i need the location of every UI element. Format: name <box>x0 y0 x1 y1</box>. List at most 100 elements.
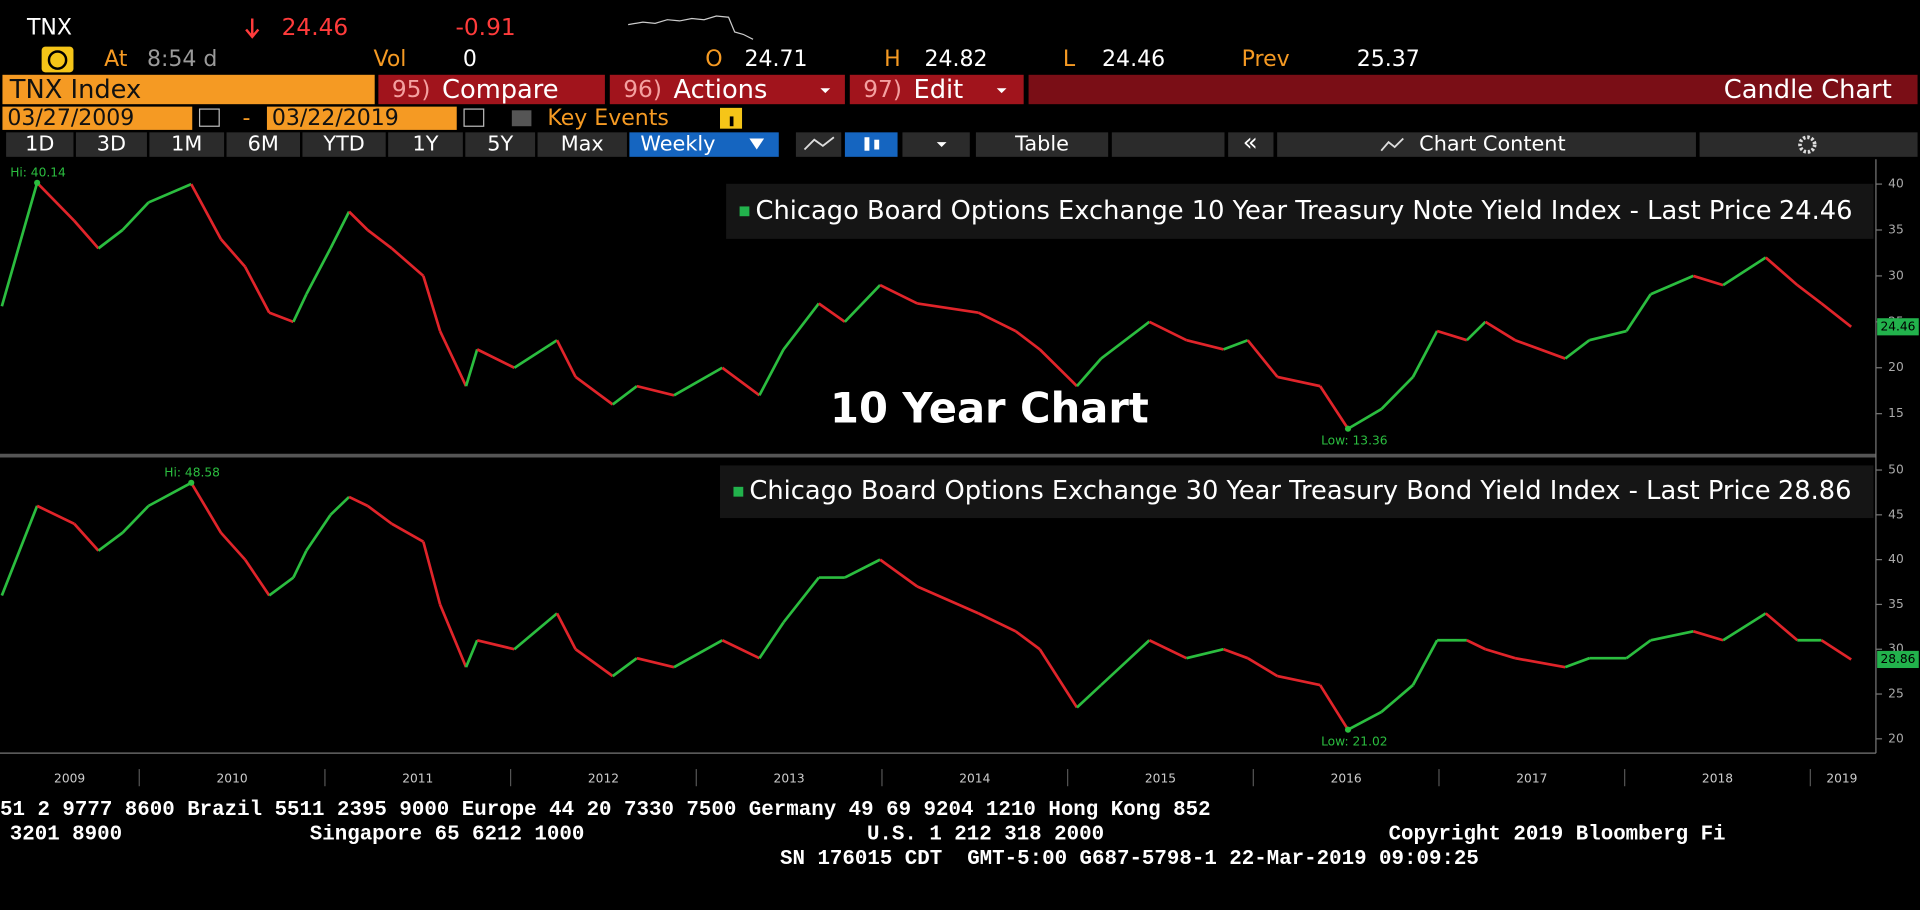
candle <box>268 576 295 597</box>
security-box[interactable] <box>2 74 375 105</box>
high-label: H <box>884 47 901 72</box>
candle <box>1485 647 1516 660</box>
x-tick-label: 2017 <box>1516 771 1547 785</box>
candle <box>219 531 247 561</box>
end-date: 03/22/2019 <box>272 106 399 131</box>
candle <box>1347 407 1383 430</box>
candle <box>721 366 761 397</box>
x-tick-label: 2011 <box>402 771 433 785</box>
gauge-icon[interactable] <box>41 46 74 73</box>
collapse: « <box>1243 127 1258 156</box>
ticker: TNX <box>26 15 72 40</box>
candle <box>513 339 558 369</box>
candle <box>1319 684 1350 731</box>
actions-button[interactable] <box>609 74 845 105</box>
footer-line: 3201 8900 <box>10 823 122 846</box>
style-dropdown[interactable] <box>902 132 970 157</box>
range-label: 3D <box>97 132 126 156</box>
compare-button[interactable] <box>378 74 605 105</box>
range-button[interactable] <box>6 132 74 157</box>
menu-label: Compare <box>442 75 559 105</box>
candle <box>422 541 442 605</box>
range-button[interactable] <box>149 132 225 157</box>
candle <box>148 182 192 204</box>
dropdown-caret <box>820 88 831 94</box>
menu-label: Actions <box>673 75 767 105</box>
candle <box>1038 648 1079 709</box>
line-style-button[interactable] <box>795 132 842 157</box>
range-label: 5Y <box>487 132 513 156</box>
candle <box>844 558 881 579</box>
candle <box>1564 339 1591 360</box>
y-tick-label: 50 <box>1888 463 1904 477</box>
candle <box>1075 357 1103 388</box>
range-button[interactable] <box>226 132 300 157</box>
key-events-checkbox[interactable] <box>511 110 532 127</box>
x-tick-label: 2012 <box>588 771 619 785</box>
open-label: O <box>705 47 722 72</box>
calendar-icon[interactable] <box>463 108 485 127</box>
candle <box>1148 320 1188 342</box>
last-price-tag-label: 24.46 <box>1880 319 1915 333</box>
time: 8:54 d <box>147 47 217 72</box>
candle <box>1411 639 1439 686</box>
start-date-box[interactable] <box>2 106 193 130</box>
candle <box>1223 647 1249 660</box>
collapse-button[interactable] <box>1228 132 1274 157</box>
menu-label: Edit <box>913 75 963 105</box>
edit-button[interactable] <box>849 74 1024 105</box>
candle <box>1277 375 1321 388</box>
candle <box>574 648 614 678</box>
gauge-dial <box>47 50 68 70</box>
candle <box>1650 274 1694 296</box>
candle <box>818 302 846 323</box>
vol-label: Vol <box>373 47 406 72</box>
y-tick-label: 20 <box>1888 360 1904 374</box>
low: 24.46 <box>1102 47 1165 72</box>
range-button[interactable] <box>537 132 627 157</box>
candle <box>464 639 479 668</box>
candle-style-button[interactable] <box>844 132 898 157</box>
range-button[interactable] <box>302 132 386 157</box>
candle <box>1589 329 1627 342</box>
candle <box>758 348 785 396</box>
y-tick-label: 45 <box>1888 507 1904 521</box>
candle <box>1465 320 1487 342</box>
candle <box>1466 639 1486 651</box>
end-date-box[interactable] <box>266 106 457 130</box>
security: TNX Index <box>9 75 141 105</box>
candle <box>555 339 577 378</box>
range-label: 1D <box>25 132 54 156</box>
candle <box>1277 674 1321 687</box>
range-label: YTD <box>322 132 364 156</box>
candle <box>292 550 308 579</box>
x-tick-label: 2018 <box>1702 771 1733 785</box>
candle <box>1820 302 1853 328</box>
annotation: Hi: 40.14 <box>10 166 66 180</box>
overlay-title: 10 Year Chart <box>830 384 1149 433</box>
vol: 0 <box>463 47 477 72</box>
range-button[interactable] <box>465 132 536 157</box>
calendar-icon[interactable] <box>198 108 220 127</box>
menu-num: 97) <box>863 76 902 103</box>
candle <box>1380 375 1414 411</box>
candle <box>268 311 294 324</box>
prev: 25.37 <box>1357 47 1420 72</box>
candle <box>1764 256 1799 287</box>
last-price: 24.46 <box>282 14 349 41</box>
candle <box>636 384 675 397</box>
range-button[interactable] <box>75 132 147 157</box>
x-tick-label: 2010 <box>217 771 248 785</box>
candle <box>782 302 820 351</box>
chart-content-button[interactable] <box>1277 132 1696 157</box>
last-price-tag <box>1877 318 1919 336</box>
x-tick-label: 2014 <box>959 771 990 785</box>
range-button[interactable] <box>388 132 463 157</box>
chart-content: Chart Content <box>1419 132 1565 156</box>
candle <box>292 293 308 323</box>
annotation-marker <box>188 479 195 486</box>
table-button[interactable] <box>975 132 1109 157</box>
footer-line: U.S. 1 212 318 2000 <box>867 823 1104 846</box>
